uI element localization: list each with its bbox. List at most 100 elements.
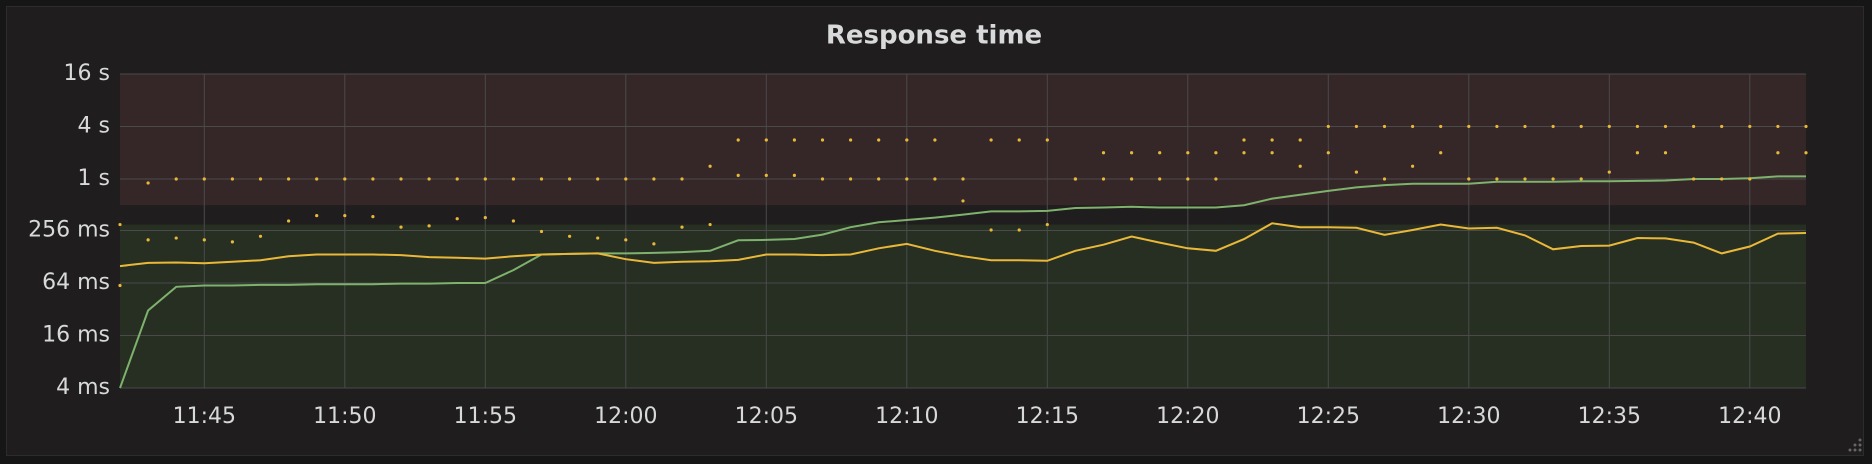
series-point bbox=[1551, 124, 1555, 129]
series-point bbox=[427, 224, 431, 228]
series-point bbox=[118, 283, 122, 288]
series-point bbox=[1017, 228, 1021, 232]
series-point bbox=[287, 219, 291, 223]
series-point bbox=[1354, 124, 1358, 129]
series-point bbox=[1663, 151, 1668, 155]
series-point bbox=[1439, 151, 1443, 155]
x-tick-label: 12:10 bbox=[875, 404, 938, 429]
series-point bbox=[1326, 124, 1330, 129]
series-point bbox=[202, 177, 206, 181]
series-point bbox=[736, 138, 740, 142]
y-tick-label: 1 s bbox=[78, 166, 110, 191]
series-point bbox=[371, 177, 375, 181]
series-point bbox=[1692, 124, 1696, 129]
series-point bbox=[1804, 124, 1808, 129]
series-point bbox=[568, 177, 572, 181]
series-point bbox=[258, 234, 263, 238]
series-point bbox=[1326, 151, 1330, 155]
series-point bbox=[624, 177, 628, 181]
x-tick-label: 12:20 bbox=[1156, 404, 1219, 429]
x-tick-label: 12:05 bbox=[735, 404, 798, 429]
y-tick-label: 16 ms bbox=[42, 323, 110, 348]
series-point bbox=[539, 229, 544, 234]
series-point bbox=[1411, 124, 1415, 129]
series-point bbox=[820, 177, 825, 181]
series-point bbox=[1270, 138, 1274, 142]
series-point bbox=[1720, 124, 1724, 129]
series-point bbox=[1748, 124, 1752, 129]
series-point bbox=[1635, 151, 1639, 155]
series-point bbox=[427, 177, 431, 181]
series-point bbox=[1607, 170, 1611, 174]
series-point bbox=[1467, 124, 1471, 129]
series-point bbox=[1382, 177, 1387, 181]
series-point bbox=[764, 173, 768, 177]
series-point bbox=[343, 177, 347, 181]
series-point bbox=[1663, 124, 1668, 129]
series-point bbox=[1720, 177, 1724, 181]
series-point bbox=[202, 238, 206, 242]
series-line bbox=[119, 222, 1807, 268]
x-tick-label: 12:30 bbox=[1437, 404, 1500, 429]
x-tick-label: 12:00 bbox=[594, 404, 657, 429]
series-point bbox=[1073, 177, 1077, 181]
series-point bbox=[1579, 124, 1583, 129]
series-point bbox=[792, 138, 797, 142]
series-point bbox=[1242, 151, 1246, 155]
series-point bbox=[652, 177, 656, 181]
series-point bbox=[961, 199, 965, 203]
chart-title: Response time bbox=[826, 21, 1042, 51]
series-point bbox=[1382, 124, 1387, 129]
series-point bbox=[174, 236, 178, 240]
series-point bbox=[1467, 177, 1471, 181]
series-point bbox=[1017, 138, 1021, 142]
series-point bbox=[315, 177, 319, 181]
series-point bbox=[455, 217, 459, 221]
series-point bbox=[483, 177, 487, 181]
y-tick-label: 4 s bbox=[78, 113, 110, 138]
series-point bbox=[849, 177, 853, 181]
series-point bbox=[1748, 177, 1752, 181]
x-tick-label: 12:40 bbox=[1718, 404, 1781, 429]
series-point bbox=[343, 213, 347, 218]
series-point bbox=[877, 177, 881, 181]
resize-handle[interactable] bbox=[1848, 438, 1862, 452]
series-point bbox=[1270, 151, 1274, 155]
series-point bbox=[539, 177, 544, 181]
series-point bbox=[1298, 138, 1302, 142]
series-point bbox=[1354, 170, 1358, 174]
series-point bbox=[1186, 177, 1190, 181]
series-point bbox=[315, 213, 319, 218]
series-point bbox=[399, 225, 403, 229]
series-point bbox=[230, 177, 234, 181]
series-point bbox=[1579, 177, 1583, 181]
threshold-zone bbox=[120, 224, 1806, 388]
series-line bbox=[119, 175, 1806, 389]
series-point bbox=[989, 228, 993, 232]
series-point bbox=[1101, 151, 1106, 155]
series-point bbox=[1214, 151, 1218, 155]
series-point bbox=[680, 225, 684, 229]
series-point bbox=[1439, 124, 1443, 129]
series-point bbox=[1551, 177, 1555, 181]
series-point bbox=[1045, 222, 1049, 227]
series-point bbox=[146, 181, 150, 185]
series-point bbox=[933, 138, 937, 142]
y-tick-label: 16 s bbox=[64, 61, 110, 86]
series-point bbox=[820, 138, 825, 142]
x-tick-label: 12:35 bbox=[1578, 404, 1641, 429]
x-tick-label: 12:15 bbox=[1016, 404, 1079, 429]
series-point bbox=[1242, 138, 1246, 142]
series-point bbox=[1495, 124, 1499, 129]
series-point bbox=[736, 173, 740, 177]
series-point bbox=[989, 138, 993, 142]
series-point bbox=[961, 177, 965, 181]
series-point bbox=[1214, 177, 1218, 181]
series-point bbox=[1158, 151, 1162, 155]
series-point bbox=[849, 138, 853, 142]
x-tick-label: 11:50 bbox=[313, 404, 376, 429]
series-point bbox=[877, 138, 881, 142]
series-point bbox=[708, 222, 712, 227]
